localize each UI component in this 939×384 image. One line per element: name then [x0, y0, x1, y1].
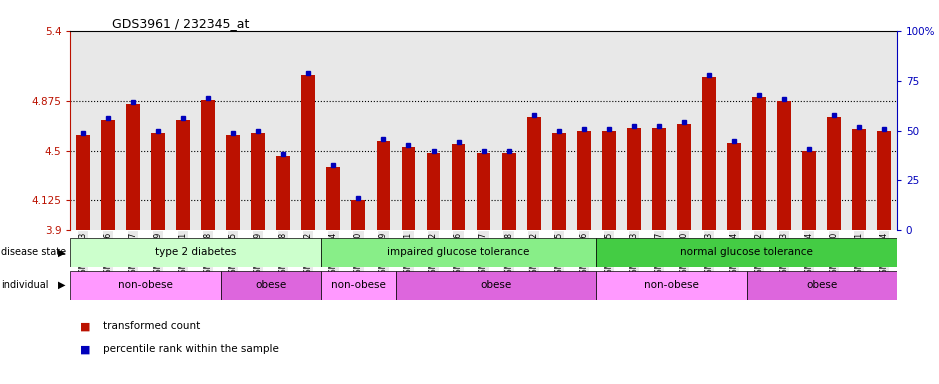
Bar [802, 151, 816, 230]
Bar [126, 104, 140, 230]
Text: ■: ■ [80, 321, 90, 331]
Bar [201, 100, 215, 230]
Bar [702, 77, 716, 230]
Text: ▶: ▶ [58, 280, 66, 290]
Bar [321, 238, 596, 267]
Text: obese: obese [255, 280, 286, 290]
Bar [76, 134, 90, 230]
Bar [151, 133, 165, 230]
Bar [777, 101, 791, 230]
Bar [596, 238, 897, 267]
Bar [70, 271, 221, 300]
Bar [602, 131, 616, 230]
Text: non-obese: non-obese [644, 280, 699, 290]
Bar [101, 120, 115, 230]
Bar [396, 271, 596, 300]
Bar [827, 117, 841, 230]
Text: non-obese: non-obese [118, 280, 173, 290]
Bar [70, 238, 321, 267]
Bar [177, 120, 190, 230]
Bar [853, 129, 866, 230]
Text: transformed count: transformed count [103, 321, 201, 331]
Bar [402, 147, 415, 230]
Bar [527, 117, 541, 230]
Bar [552, 133, 565, 230]
Bar [226, 134, 240, 230]
Text: obese: obese [481, 280, 512, 290]
Bar [747, 271, 897, 300]
Bar [426, 153, 440, 230]
Bar [727, 142, 741, 230]
Bar [877, 131, 891, 230]
Text: GDS3961 / 232345_at: GDS3961 / 232345_at [112, 17, 249, 30]
Bar [752, 97, 766, 230]
Text: normal glucose tolerance: normal glucose tolerance [680, 247, 813, 258]
Bar [596, 271, 747, 300]
Text: ■: ■ [80, 344, 90, 354]
Bar [452, 144, 466, 230]
Bar [627, 128, 640, 230]
Bar [301, 74, 316, 230]
Text: obese: obese [806, 280, 838, 290]
Bar [276, 156, 290, 230]
Text: ▶: ▶ [58, 247, 66, 258]
Bar [327, 167, 340, 230]
Bar [677, 124, 691, 230]
Text: disease state: disease state [1, 247, 66, 258]
Text: impaired glucose tolerance: impaired glucose tolerance [388, 247, 530, 258]
Text: individual: individual [1, 280, 49, 290]
Bar [252, 133, 265, 230]
Bar [652, 128, 666, 230]
Bar [501, 153, 516, 230]
Bar [577, 131, 591, 230]
Text: type 2 diabetes: type 2 diabetes [155, 247, 237, 258]
Text: non-obese: non-obese [331, 280, 386, 290]
Bar [351, 200, 365, 230]
Text: percentile rank within the sample: percentile rank within the sample [103, 344, 279, 354]
Bar [221, 271, 321, 300]
Bar [377, 141, 391, 230]
Bar [321, 271, 396, 300]
Bar [477, 153, 490, 230]
